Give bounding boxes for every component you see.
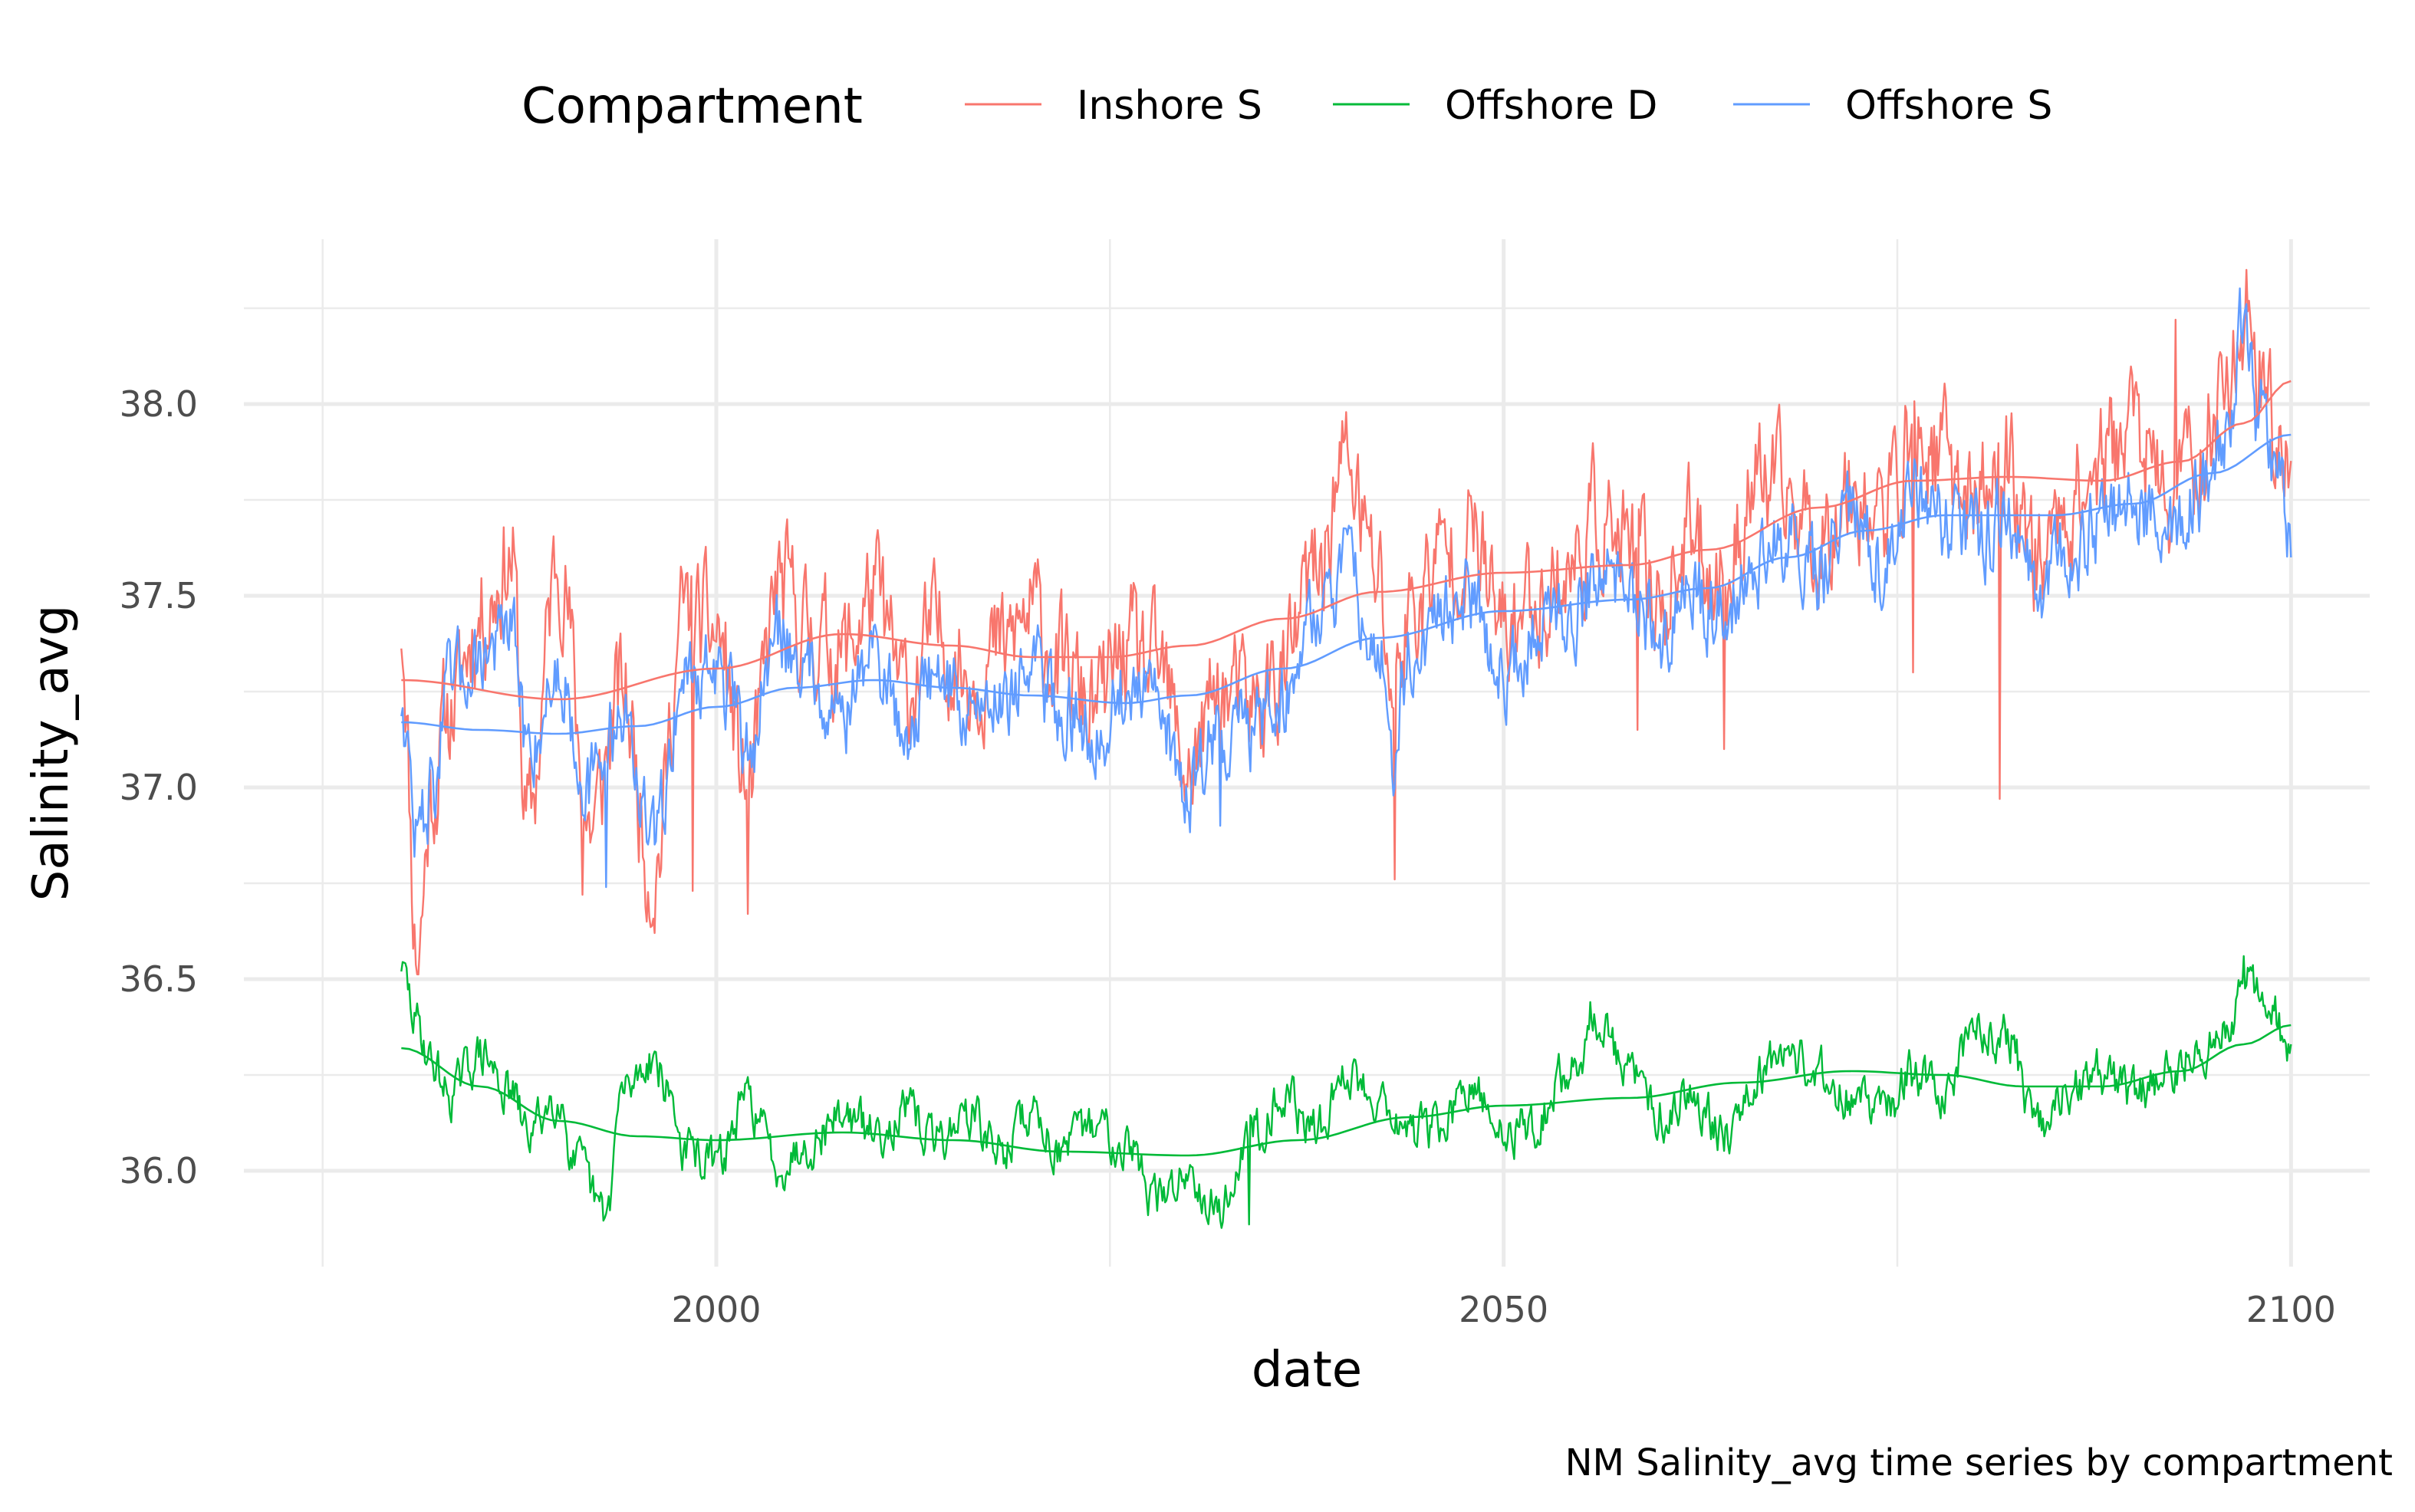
y-tick-label: 36.0 [120, 1150, 198, 1192]
legend-item-offshore-d: Offshore D [1333, 83, 1657, 129]
legend-item-inshore-s: Inshore S [965, 83, 1262, 129]
legend-items: Inshore S Offshore D Offshore S [965, 83, 2052, 129]
chart-caption: NM Salinity_avg time series by compartme… [1565, 1441, 2393, 1484]
grid [244, 239, 2370, 1267]
x-tick-label: 2100 [2246, 1289, 2336, 1330]
y-tick-label: 38.0 [120, 383, 198, 425]
y-tick-label: 37.5 [120, 575, 198, 616]
legend-title: Compartment [521, 78, 863, 135]
series-line-offshore-s [400, 287, 2292, 889]
legend-item-offshore-s: Offshore S [1733, 83, 2052, 129]
trend-line-inshore-s [401, 380, 2292, 701]
trend-layer [401, 380, 2292, 1157]
legend: Compartment Inshore S Offshore D Offshore … [521, 78, 2052, 135]
y-tick-label: 37.0 [120, 767, 198, 808]
legend-label: Inshore S [1077, 83, 1262, 129]
axes: 36.0 36.5 37.0 37.5 38.0 2000 2050 2100 [120, 383, 2336, 1330]
x-axis-title: date [1252, 1342, 1362, 1399]
series-line-inshore-s [400, 268, 2292, 976]
y-tick-label: 36.5 [120, 958, 198, 1000]
trend-line-offshore-s [401, 433, 2292, 735]
x-tick-label: 2000 [671, 1289, 761, 1330]
y-axis-title: Salinity_avg [23, 605, 80, 901]
series-line-offshore-d [400, 955, 2292, 1229]
legend-label: Offshore S [1845, 83, 2052, 129]
series-layer [400, 268, 2292, 1229]
trend-line-offshore-d [401, 1024, 2292, 1157]
x-tick-label: 2050 [1459, 1289, 1548, 1330]
legend-label: Offshore D [1445, 83, 1657, 129]
